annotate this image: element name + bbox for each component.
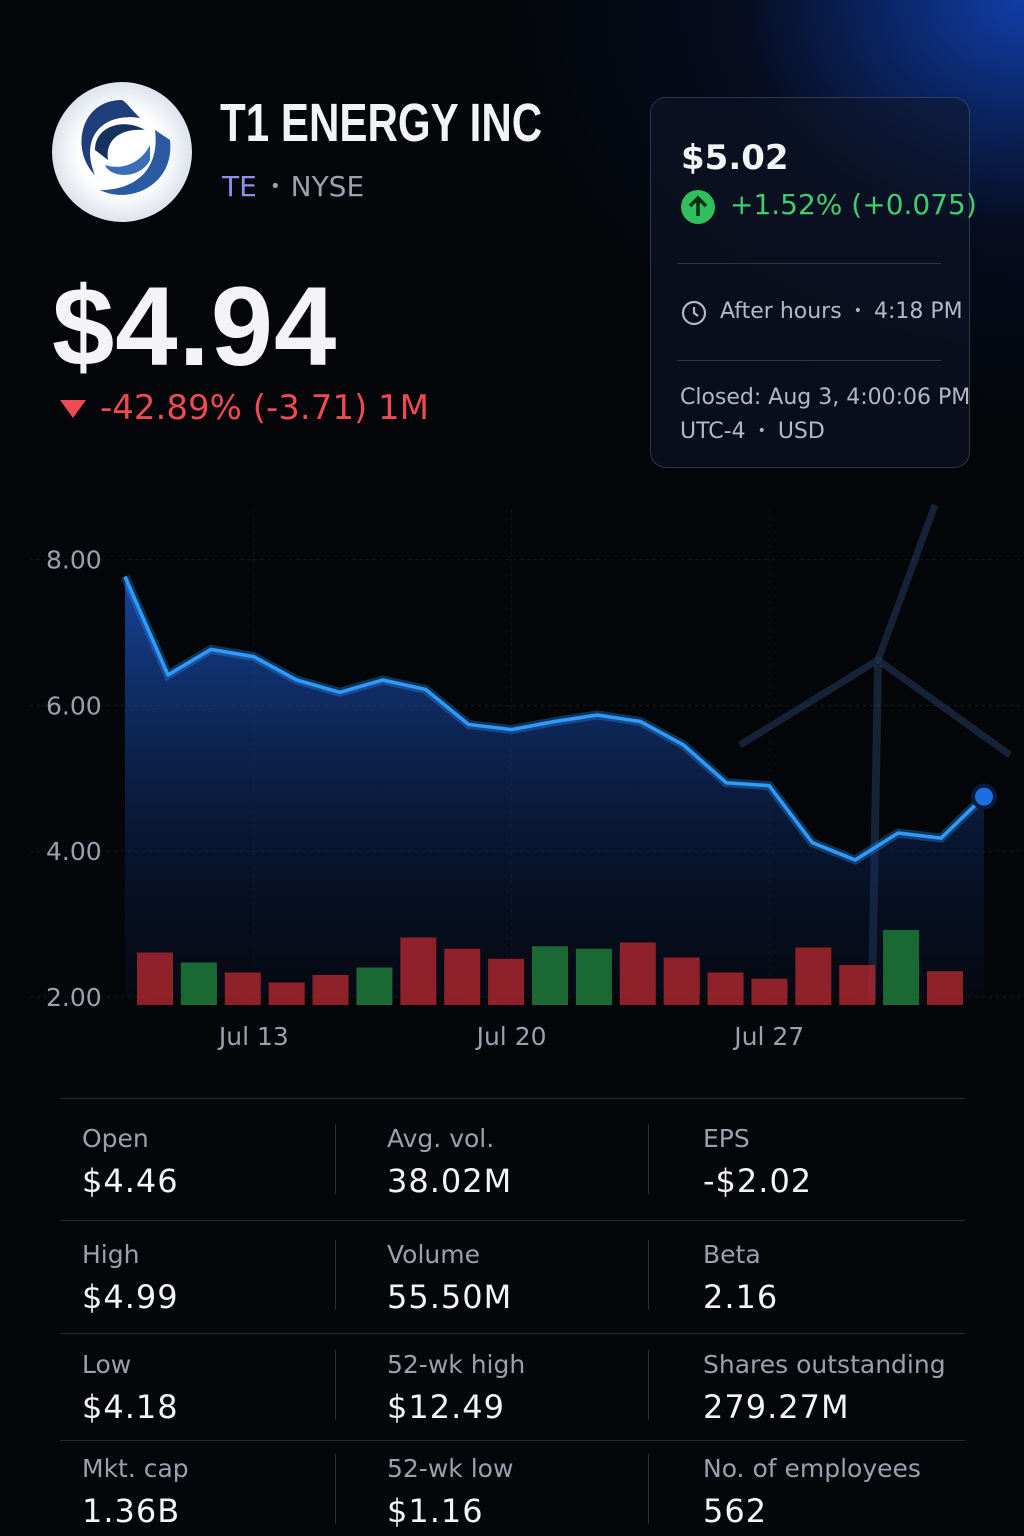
clock-icon: [681, 300, 707, 330]
price-change: -42.89% (-3.71) 1M: [100, 388, 429, 428]
last-point: [971, 783, 997, 810]
ticker: TE: [222, 170, 257, 203]
stat-value: 562: [703, 1492, 768, 1530]
up-icon: [681, 190, 715, 224]
volume-bar: [751, 978, 788, 1005]
column-divider: [648, 1350, 649, 1420]
column-divider: [335, 1350, 336, 1420]
stat-value: $12.49: [387, 1388, 505, 1426]
stat-label: Mkt. cap: [82, 1454, 189, 1483]
stat-label: High: [82, 1240, 140, 1269]
exchange: NYSE: [270, 170, 365, 203]
change: -42.89% (-3.71): [100, 388, 368, 428]
volume-bar: [532, 946, 568, 1005]
down-icon: [60, 400, 86, 418]
stat-label: Open: [82, 1124, 149, 1153]
y-tick-label: 8.00: [46, 546, 102, 575]
timezone: UTC-4: [680, 419, 746, 444]
clock: [681, 300, 707, 326]
volume-bar: [137, 952, 173, 1005]
price-line: [123, 575, 986, 862]
column-divider: [648, 1124, 649, 1194]
volume-bar: [444, 948, 481, 1005]
after-hours-card: [650, 97, 970, 468]
divider: [677, 263, 941, 264]
stat-value: $4.99: [82, 1278, 179, 1316]
volume-bar: [224, 972, 261, 1005]
stat-value: $1.16: [387, 1492, 484, 1530]
stat-label: Shares outstanding: [703, 1350, 946, 1379]
stat-label: Volume: [387, 1240, 480, 1269]
row-divider: [60, 1440, 965, 1441]
volume-bar: [268, 982, 305, 1005]
volume-bar: [663, 957, 700, 1005]
stat-value: $4.18: [82, 1388, 179, 1426]
row-divider: [60, 1098, 965, 1099]
volume-bar: [795, 947, 832, 1005]
volume-bar: [488, 958, 525, 1005]
tz-row: UTC-4USD: [680, 419, 825, 444]
column-divider: [335, 1240, 336, 1310]
row-divider: [60, 1333, 965, 1334]
company-name: T1 ENERGY INC: [220, 93, 543, 153]
stat-value: 1.36B: [82, 1492, 181, 1530]
volume-bar: [619, 942, 656, 1005]
period: 1M: [378, 388, 429, 428]
area: [125, 576, 984, 997]
y-tick-label: 2.00: [46, 983, 102, 1012]
stat-value: 279.27M: [703, 1388, 850, 1426]
logo: [52, 82, 192, 222]
volume-bar: [575, 948, 612, 1005]
x-tick-label: Jul 20: [475, 1022, 547, 1051]
volume-bar: [707, 972, 744, 1005]
volume-bar: [180, 962, 217, 1005]
stat-label: EPS: [703, 1124, 750, 1153]
y-tick-label: 4.00: [46, 837, 102, 866]
after-hours-row: After hours4:18 PM: [720, 299, 963, 324]
x-tick-label: Jul 13: [217, 1022, 289, 1051]
stat-value: 2.16: [703, 1278, 779, 1316]
volume-bar: [883, 930, 920, 1005]
stat-label: 52-wk high: [387, 1350, 526, 1379]
currency: USD: [746, 419, 825, 444]
stat-label: No. of employees: [703, 1454, 921, 1483]
column-divider: [648, 1240, 649, 1310]
stat-value: -$2.02: [703, 1162, 813, 1200]
up-arrow: [688, 195, 708, 216]
y-tick-label: 6.00: [46, 691, 102, 720]
stat-label: Avg. vol.: [387, 1124, 495, 1153]
column-divider: [335, 1124, 336, 1194]
stat-value: 38.02M: [387, 1162, 513, 1200]
column-divider: [335, 1454, 336, 1524]
price: $4.94: [52, 264, 338, 389]
divider: [677, 360, 941, 361]
stat-value: $4.46: [82, 1162, 179, 1200]
after-hours-change: +1.52% (+0.075): [730, 188, 977, 221]
after-hours-price: $5.02: [681, 138, 789, 178]
stat-value: 55.50M: [387, 1278, 513, 1316]
column-divider: [648, 1454, 649, 1524]
volume-bar: [839, 965, 876, 1005]
stat-label: Beta: [703, 1240, 761, 1269]
after-hours-time: 4:18 PM: [842, 299, 963, 324]
closed-time: Closed: Aug 3, 4:00:06 PM: [680, 385, 971, 410]
x-tick-label: Jul 27: [732, 1022, 804, 1051]
after-hours-label: After hours: [720, 299, 842, 324]
row-divider: [60, 1220, 965, 1221]
stat-label: 52-wk low: [387, 1454, 514, 1483]
volume-bar: [927, 971, 963, 1005]
volume-bar: [356, 967, 393, 1005]
stat-label: Low: [82, 1350, 132, 1379]
volume-bar: [312, 975, 349, 1005]
volume-bar: [400, 937, 437, 1005]
